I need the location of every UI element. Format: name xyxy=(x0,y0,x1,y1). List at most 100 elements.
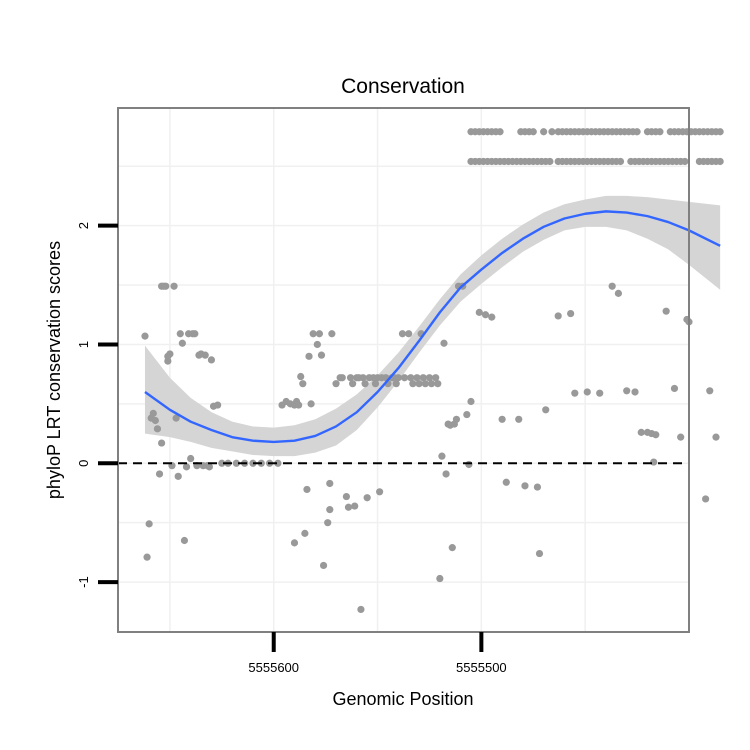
data-point xyxy=(151,416,159,425)
data-point xyxy=(309,330,317,338)
data-point xyxy=(351,502,359,510)
data-point xyxy=(681,157,689,166)
y-axis: -1 0 1 2 xyxy=(76,222,118,588)
data-point xyxy=(434,380,442,388)
data-point xyxy=(207,356,216,364)
data-point xyxy=(398,330,407,338)
points-layer xyxy=(141,128,724,614)
data-point xyxy=(307,400,315,408)
data-point xyxy=(191,330,199,338)
data-point xyxy=(535,549,544,558)
data-point xyxy=(496,128,504,136)
data-point xyxy=(326,506,334,514)
data-point xyxy=(656,128,664,136)
data-point xyxy=(149,409,157,417)
data-point xyxy=(475,308,483,316)
data-point xyxy=(174,472,182,480)
data-point xyxy=(442,470,450,478)
data-point xyxy=(712,433,720,441)
y-tick-label: 1 xyxy=(76,341,91,348)
data-point xyxy=(274,459,282,467)
data-point xyxy=(324,519,332,527)
data-point xyxy=(180,536,189,545)
data-point xyxy=(419,374,427,382)
data-point xyxy=(409,380,417,388)
data-point xyxy=(467,397,475,406)
data-point xyxy=(143,553,151,561)
data-point xyxy=(371,380,380,388)
data-point xyxy=(498,415,506,423)
data-point xyxy=(305,352,313,360)
data-point xyxy=(218,459,226,467)
x-axis-title: Genomic Position xyxy=(332,689,473,709)
data-point xyxy=(706,387,714,395)
data-point xyxy=(554,312,562,320)
data-point xyxy=(392,380,400,388)
data-point xyxy=(542,406,550,414)
data-point xyxy=(301,529,309,537)
data-point xyxy=(440,339,448,347)
confidence-band-layer xyxy=(144,195,721,457)
data-point xyxy=(363,494,371,502)
data-point xyxy=(425,374,434,382)
data-point xyxy=(438,452,446,460)
smooth-trend-line xyxy=(144,210,721,444)
data-point xyxy=(616,157,625,166)
data-point xyxy=(608,282,616,290)
y-tick-label: 0 xyxy=(76,460,91,467)
data-point xyxy=(158,439,166,447)
data-point xyxy=(166,350,174,358)
data-point xyxy=(515,415,523,423)
data-point xyxy=(413,374,421,382)
data-point xyxy=(650,458,658,466)
data-point xyxy=(633,128,641,136)
y-tick-label: -1 xyxy=(76,576,91,588)
data-point xyxy=(315,330,324,338)
data-point xyxy=(332,380,340,388)
data-point xyxy=(652,431,660,439)
data-point xyxy=(295,401,303,409)
data-point xyxy=(405,330,413,338)
data-point xyxy=(571,389,579,397)
data-point xyxy=(155,470,164,478)
data-point xyxy=(596,389,604,397)
data-point xyxy=(583,388,591,396)
data-point xyxy=(359,374,367,382)
confidence-band xyxy=(144,195,721,457)
data-point xyxy=(153,425,162,433)
data-point xyxy=(432,374,440,382)
data-point xyxy=(232,459,240,467)
data-point xyxy=(214,401,222,409)
data-point xyxy=(670,384,679,393)
data-point xyxy=(172,414,180,422)
data-point xyxy=(529,128,537,136)
data-point xyxy=(631,388,639,396)
data-point xyxy=(465,460,473,469)
data-point xyxy=(297,372,305,381)
data-point xyxy=(299,380,307,388)
data-point xyxy=(342,492,350,501)
data-point xyxy=(338,374,346,382)
data-point xyxy=(187,454,195,463)
data-point xyxy=(346,374,355,382)
data-point xyxy=(421,380,429,388)
data-point xyxy=(623,387,631,395)
data-point xyxy=(326,479,334,488)
data-point xyxy=(400,374,409,382)
data-point xyxy=(141,332,149,340)
data-point xyxy=(488,313,496,321)
data-point xyxy=(427,380,436,388)
data-point xyxy=(361,380,369,388)
data-point xyxy=(303,485,311,494)
panel-border xyxy=(117,107,690,633)
data-point xyxy=(313,340,321,349)
data-point xyxy=(502,478,510,486)
data-point xyxy=(319,561,328,570)
data-point xyxy=(567,309,575,318)
data-point xyxy=(548,128,556,136)
data-point xyxy=(357,605,365,614)
data-point xyxy=(290,539,299,547)
data-point xyxy=(662,307,670,315)
data-point xyxy=(533,483,542,491)
data-point xyxy=(249,459,257,467)
